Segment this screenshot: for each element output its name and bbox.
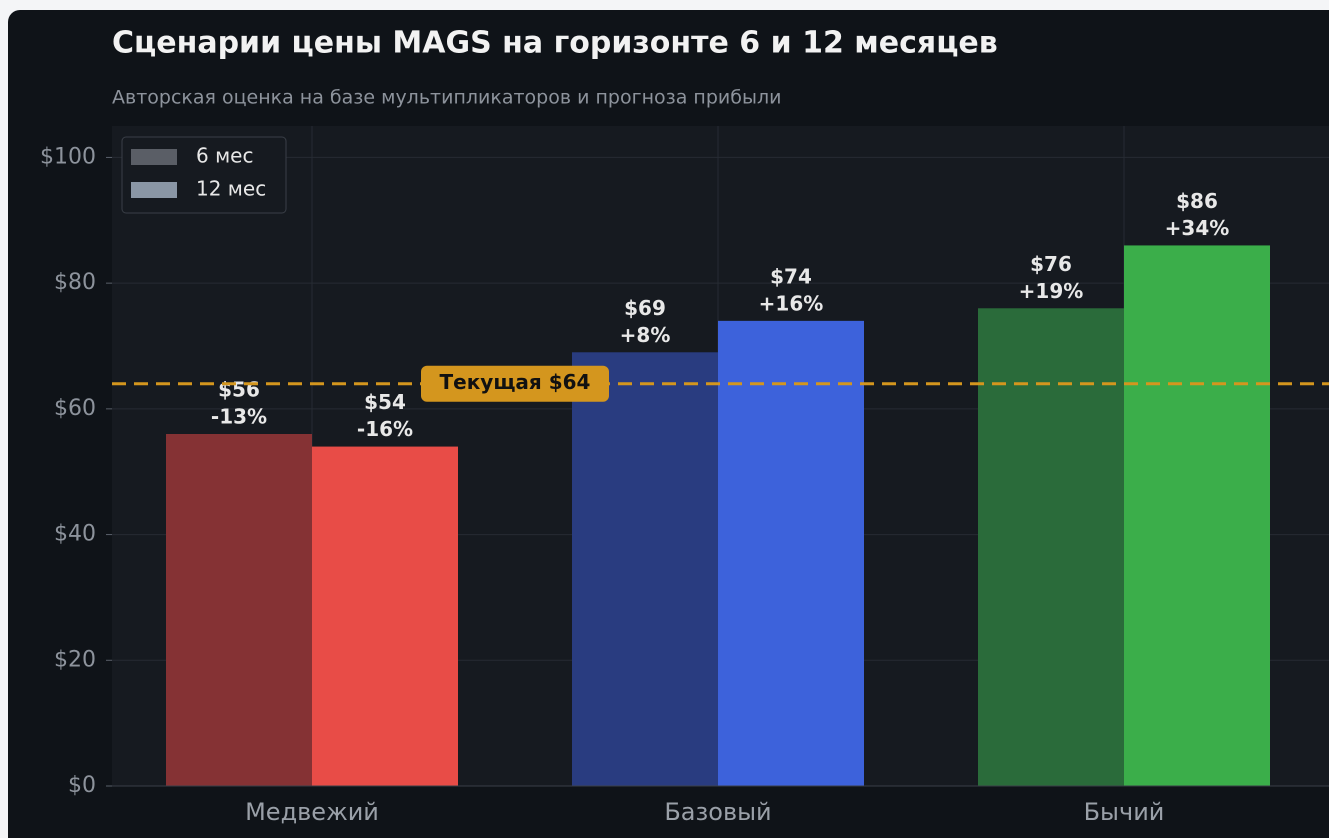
chart-subtitle: Авторская оценка на базе мультипликаторо… — [112, 87, 781, 109]
value-label: $76 — [1030, 252, 1072, 276]
legend-swatch — [131, 149, 177, 165]
legend-label: 12 мес — [196, 177, 266, 201]
change-label: +8% — [620, 323, 671, 347]
bar — [166, 434, 312, 786]
value-label: $74 — [770, 264, 812, 288]
y-tick-label: $60 — [54, 396, 96, 421]
bar — [572, 352, 718, 786]
y-tick-label: $20 — [54, 647, 96, 672]
change-label: -16% — [357, 417, 413, 441]
y-tick-label: $80 — [54, 270, 96, 295]
bar — [978, 308, 1124, 786]
bar — [312, 446, 458, 786]
legend-label: 6 мес — [196, 144, 253, 168]
x-tick-label: Бычий — [1084, 798, 1165, 826]
value-label: $69 — [624, 296, 666, 320]
marks — [166, 245, 1270, 786]
bar — [1124, 245, 1270, 786]
y-tick-label: $100 — [40, 144, 96, 169]
legend-swatch — [131, 182, 177, 198]
x-tick-label: Базовый — [664, 798, 771, 826]
y-tick-label: $0 — [68, 773, 96, 798]
change-label: +19% — [1019, 279, 1084, 303]
chart-title: Сценарии цены MAGS на горизонте 6 и 12 м… — [112, 26, 998, 61]
reference-label-box — [421, 365, 609, 402]
x-tick-label: Медвежий — [245, 798, 379, 826]
y-tick-label: $40 — [54, 522, 96, 547]
value-label: $54 — [364, 390, 406, 414]
change-label: +16% — [759, 291, 824, 315]
change-label: +34% — [1165, 216, 1230, 240]
value-label: $86 — [1176, 189, 1218, 213]
bar — [718, 320, 864, 786]
value-label: $56 — [218, 378, 260, 402]
change-label: -13% — [211, 405, 267, 429]
reference-label: Текущая $64 — [440, 370, 591, 394]
